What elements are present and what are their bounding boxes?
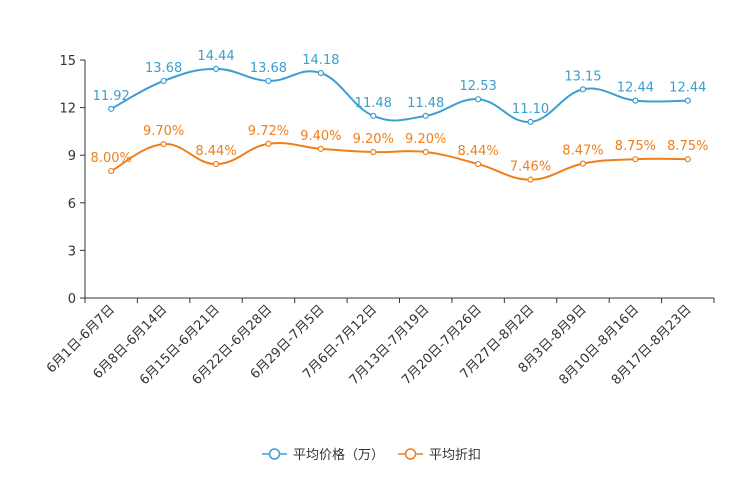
data-label: 8.44% (457, 144, 498, 159)
data-label: 11.92 (93, 89, 130, 104)
legend-item-1[interactable]: 平均价格（万） (262, 447, 384, 463)
legend-marker (268, 448, 281, 460)
data-point (265, 140, 272, 147)
data-label: 9.20% (353, 132, 394, 147)
data-point (108, 105, 115, 112)
data-point (108, 167, 115, 175)
data-point (160, 77, 167, 85)
data-point (212, 160, 220, 168)
data-point (160, 140, 167, 148)
data-point (684, 97, 691, 104)
data-point (212, 65, 220, 72)
data-point (632, 97, 639, 104)
data-label: 13.68 (250, 61, 287, 76)
data-label: 11.48 (407, 96, 444, 111)
data-label: 13.15 (564, 69, 601, 84)
data-point (527, 118, 534, 125)
data-label: 8.47% (562, 144, 603, 159)
y-tick-label: 3 (68, 244, 76, 259)
data-label: 8.75% (667, 139, 708, 154)
data-point (422, 148, 429, 156)
data-label: 14.18 (302, 53, 339, 68)
data-label: 14.44 (197, 49, 234, 64)
data-label: 9.40% (300, 129, 341, 144)
data-label: 8.00% (91, 151, 132, 166)
series-layer (108, 65, 691, 183)
data-label: 9.72% (248, 124, 289, 139)
y-tick-label: 15 (59, 54, 76, 69)
data-point (317, 145, 324, 152)
data-point (579, 160, 587, 167)
data-point (632, 156, 639, 163)
data-point (475, 96, 482, 103)
data-label: 12.53 (460, 79, 497, 94)
data-label: 7.46% (510, 160, 551, 175)
y-tick-label: 12 (59, 102, 76, 117)
data-label: 11.10 (512, 102, 549, 117)
data-label: 12.44 (617, 81, 654, 96)
data-label: 12.44 (669, 81, 706, 96)
data-point (579, 86, 587, 93)
legend-label: 平均折扣 (429, 448, 481, 463)
series-line-2 (110, 142, 688, 181)
legend-marker (404, 448, 417, 460)
data-point (317, 69, 324, 77)
data-point (684, 156, 691, 163)
data-label: 9.20% (405, 132, 446, 147)
data-label: 8.44% (195, 144, 236, 159)
legend[interactable]: 平均价格（万） 平均折扣 (262, 447, 481, 463)
data-label: 13.68 (145, 61, 182, 76)
data-labels: 11.92 13.68 14.44 13.68 14.18 11.48 11.48 12.53… (91, 49, 709, 175)
data-point (475, 160, 482, 168)
legend-item-2[interactable]: 平均折扣 (398, 448, 481, 463)
y-tick-label: 6 (68, 197, 76, 212)
data-point (370, 148, 377, 156)
data-label: 8.75% (615, 139, 656, 154)
data-point (370, 112, 377, 119)
data-point (527, 176, 534, 183)
y-tick-label: 0 (68, 292, 76, 307)
data-label: 9.70% (143, 124, 184, 139)
data-label: 11.48 (355, 96, 392, 111)
legend-label: 平均价格（万） (293, 447, 384, 463)
data-point (422, 112, 429, 119)
y-tick-label: 9 (68, 149, 76, 164)
data-point (265, 77, 272, 85)
